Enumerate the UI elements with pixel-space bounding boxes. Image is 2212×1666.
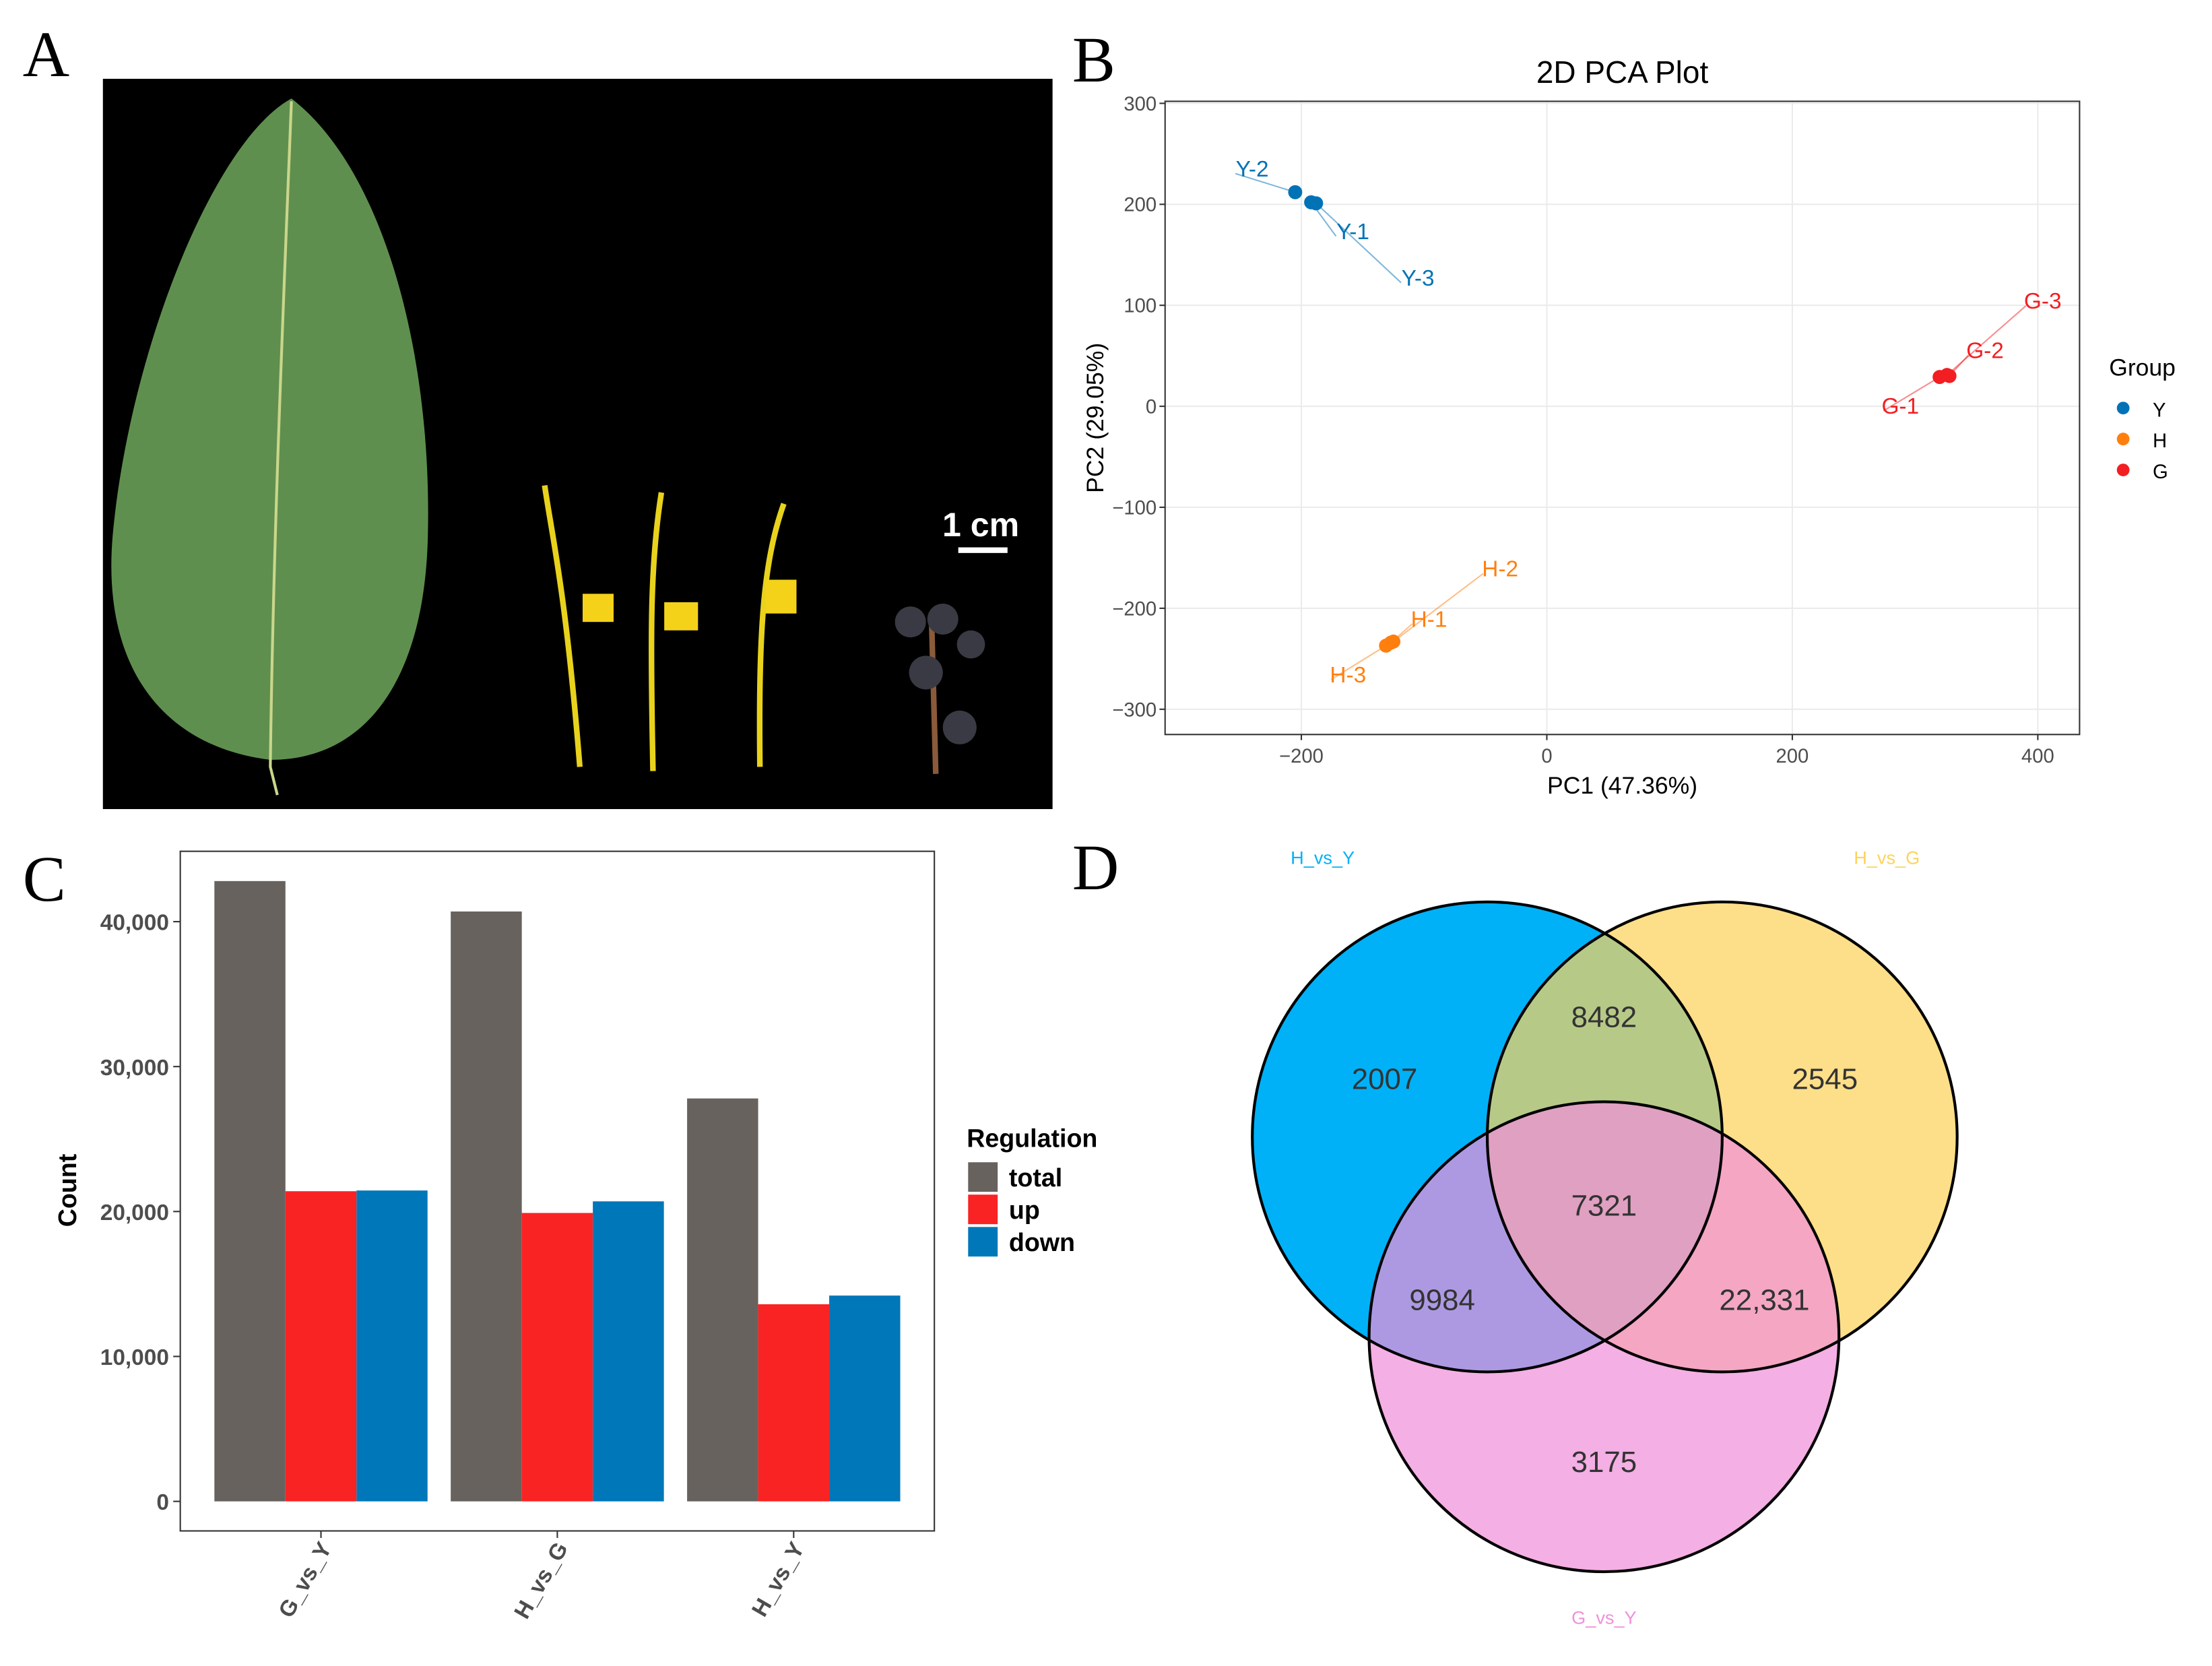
venn-region-count: 8482 (1571, 1001, 1637, 1034)
venn-set-label: G_vs_Y (1571, 1607, 1637, 1628)
bar-legend-key-down (968, 1227, 998, 1257)
pca-point-label: G-1 (1881, 394, 1919, 419)
venn-set-label: H_vs_G (1854, 847, 1920, 868)
venn-circle-outline (1485, 900, 1959, 1374)
flowers (542, 485, 797, 771)
bar-H_vs_G-down (593, 1201, 664, 1502)
bar-ytick-label: 40,000 (100, 911, 169, 936)
venn-region-count: 2545 (1792, 1063, 1858, 1096)
pca-legend-label: G (2153, 461, 2168, 483)
pca-point-label: H-3 (1330, 663, 1366, 688)
pca-xtick-label: −200 (1279, 746, 1324, 767)
pca-ytick-label: −300 (1112, 699, 1157, 721)
venn-region-count: 7321 (1571, 1190, 1637, 1223)
bar-ytick-label: 30,000 (100, 1056, 169, 1081)
leaf-midrib (269, 101, 293, 796)
venn-circle-G_vs_Y (1369, 1101, 1840, 1572)
scale-bar (958, 547, 1008, 553)
pca-title: 2D PCA Plot (1536, 55, 1709, 90)
specimen-photo: 1 cm (102, 78, 1053, 809)
bar-G_vs_Y-total (214, 880, 286, 1502)
bar-legend-label: down (1009, 1228, 1075, 1256)
panel-label-d: D (1072, 831, 1119, 903)
bar-H_vs_G-total (451, 911, 522, 1502)
bar-ytick-label: 0 (156, 1490, 169, 1515)
pca-legend-title: Group (2109, 354, 2176, 381)
pca-point-Y-3 (1309, 196, 1324, 211)
venn-circle-outline (1367, 1100, 1841, 1574)
pca-ytick-label: 0 (1146, 397, 1157, 418)
bar-H_vs_Y-total (687, 1098, 758, 1502)
pca-point-Y-2 (1288, 185, 1303, 199)
pca-xtick-label: 0 (1541, 746, 1552, 767)
pca-label-leader (1883, 376, 1941, 412)
leaf (111, 98, 428, 760)
venn-diagram: H_vs_Y H_vs_G G_vs_Y 2007 2545 3175 8482 9984 22… (1251, 847, 1959, 1628)
pca-point-label: Y-3 (1402, 266, 1435, 291)
pca-label-leader (1315, 203, 1402, 284)
pca-xlabel: PC1 (47.36%) (1547, 772, 1697, 799)
pca-legend-key-G (2116, 463, 2130, 477)
bar-chart: 0 10,000 20,000 30,000 40,000 G_vs_Y H_vs_G H_v… (53, 850, 1097, 1623)
pca-label-leader (1330, 645, 1387, 680)
pca-ytick-label: −200 (1112, 598, 1157, 620)
pca-plot: 2D PCA Plot Y-2Y-1Y-3H-3H-1H-2G-1G-2G-3 … (1082, 55, 2176, 799)
pca-point-label: H-1 (1411, 607, 1447, 632)
pca-point-label: G-2 (1966, 339, 2004, 364)
panel-label-c: C (23, 843, 66, 915)
pca-point-label: Y-2 (1236, 157, 1269, 182)
pca-legend-label: H (2153, 430, 2167, 452)
bar-xtick-label: H_vs_G (510, 1538, 573, 1623)
pca-point-label: Y-1 (1336, 220, 1369, 245)
pca-point-H-2 (1386, 634, 1401, 649)
panel-label-b: B (1072, 24, 1115, 96)
bar-legend-key-up (968, 1194, 998, 1225)
venn-region-count: 3175 (1571, 1446, 1637, 1479)
pca-xtick-label: 400 (2021, 746, 2054, 767)
pca-label-leader (1235, 172, 1296, 193)
bar-xtick-label: G_vs_Y (274, 1538, 337, 1622)
bar-legend-label: total (1009, 1163, 1062, 1192)
bar-xtick-label: H_vs_Y (748, 1538, 810, 1621)
pca-xtick-label: 200 (1776, 746, 1809, 767)
pca-point-label: G-3 (2024, 289, 2062, 314)
bar-legend-key-total (968, 1162, 998, 1192)
pca-legend-key-Y (2116, 402, 2130, 415)
bar-ytick-label: 10,000 (100, 1345, 169, 1370)
pca-point-G-3 (1940, 368, 1954, 383)
pca-ytick-label: 100 (1124, 296, 1157, 317)
panel-label-a: A (23, 18, 69, 90)
venn-circle-outline (1251, 900, 1724, 1374)
bar-G_vs_Y-down (356, 1190, 428, 1502)
venn-region-count: 9984 (1409, 1284, 1475, 1317)
bar-ylabel: Count (53, 1153, 82, 1227)
venn-set-label: H_vs_Y (1291, 847, 1355, 868)
bar-H_vs_Y-up (758, 1304, 830, 1502)
pca-label-leader (1393, 573, 1484, 643)
pca-legend-label: Y (2153, 399, 2166, 421)
pca-label-leader (1946, 305, 2027, 376)
pca-ylabel: PC2 (29.05%) (1082, 343, 1109, 493)
berries (894, 604, 985, 774)
scale-bar-label: 1 cm (942, 506, 1019, 544)
venn-region-count: 22,331 (1719, 1284, 1809, 1317)
pca-ytick-label: −100 (1112, 497, 1157, 519)
bar-legend-label: up (1009, 1196, 1040, 1224)
bar-ytick-label: 20,000 (100, 1200, 169, 1225)
bar-H_vs_Y-down (829, 1295, 901, 1502)
pca-point-label: H-2 (1482, 556, 1518, 581)
venn-region-count: 2007 (1352, 1063, 1418, 1096)
pca-legend-key-H (2116, 432, 2130, 446)
pca-ytick-label: 300 (1124, 94, 1157, 115)
pca-ytick-label: 200 (1124, 195, 1157, 216)
bar-legend-title: Regulation (967, 1124, 1097, 1152)
bar-G_vs_Y-up (285, 1191, 357, 1502)
bar-H_vs_G-up (521, 1213, 593, 1502)
